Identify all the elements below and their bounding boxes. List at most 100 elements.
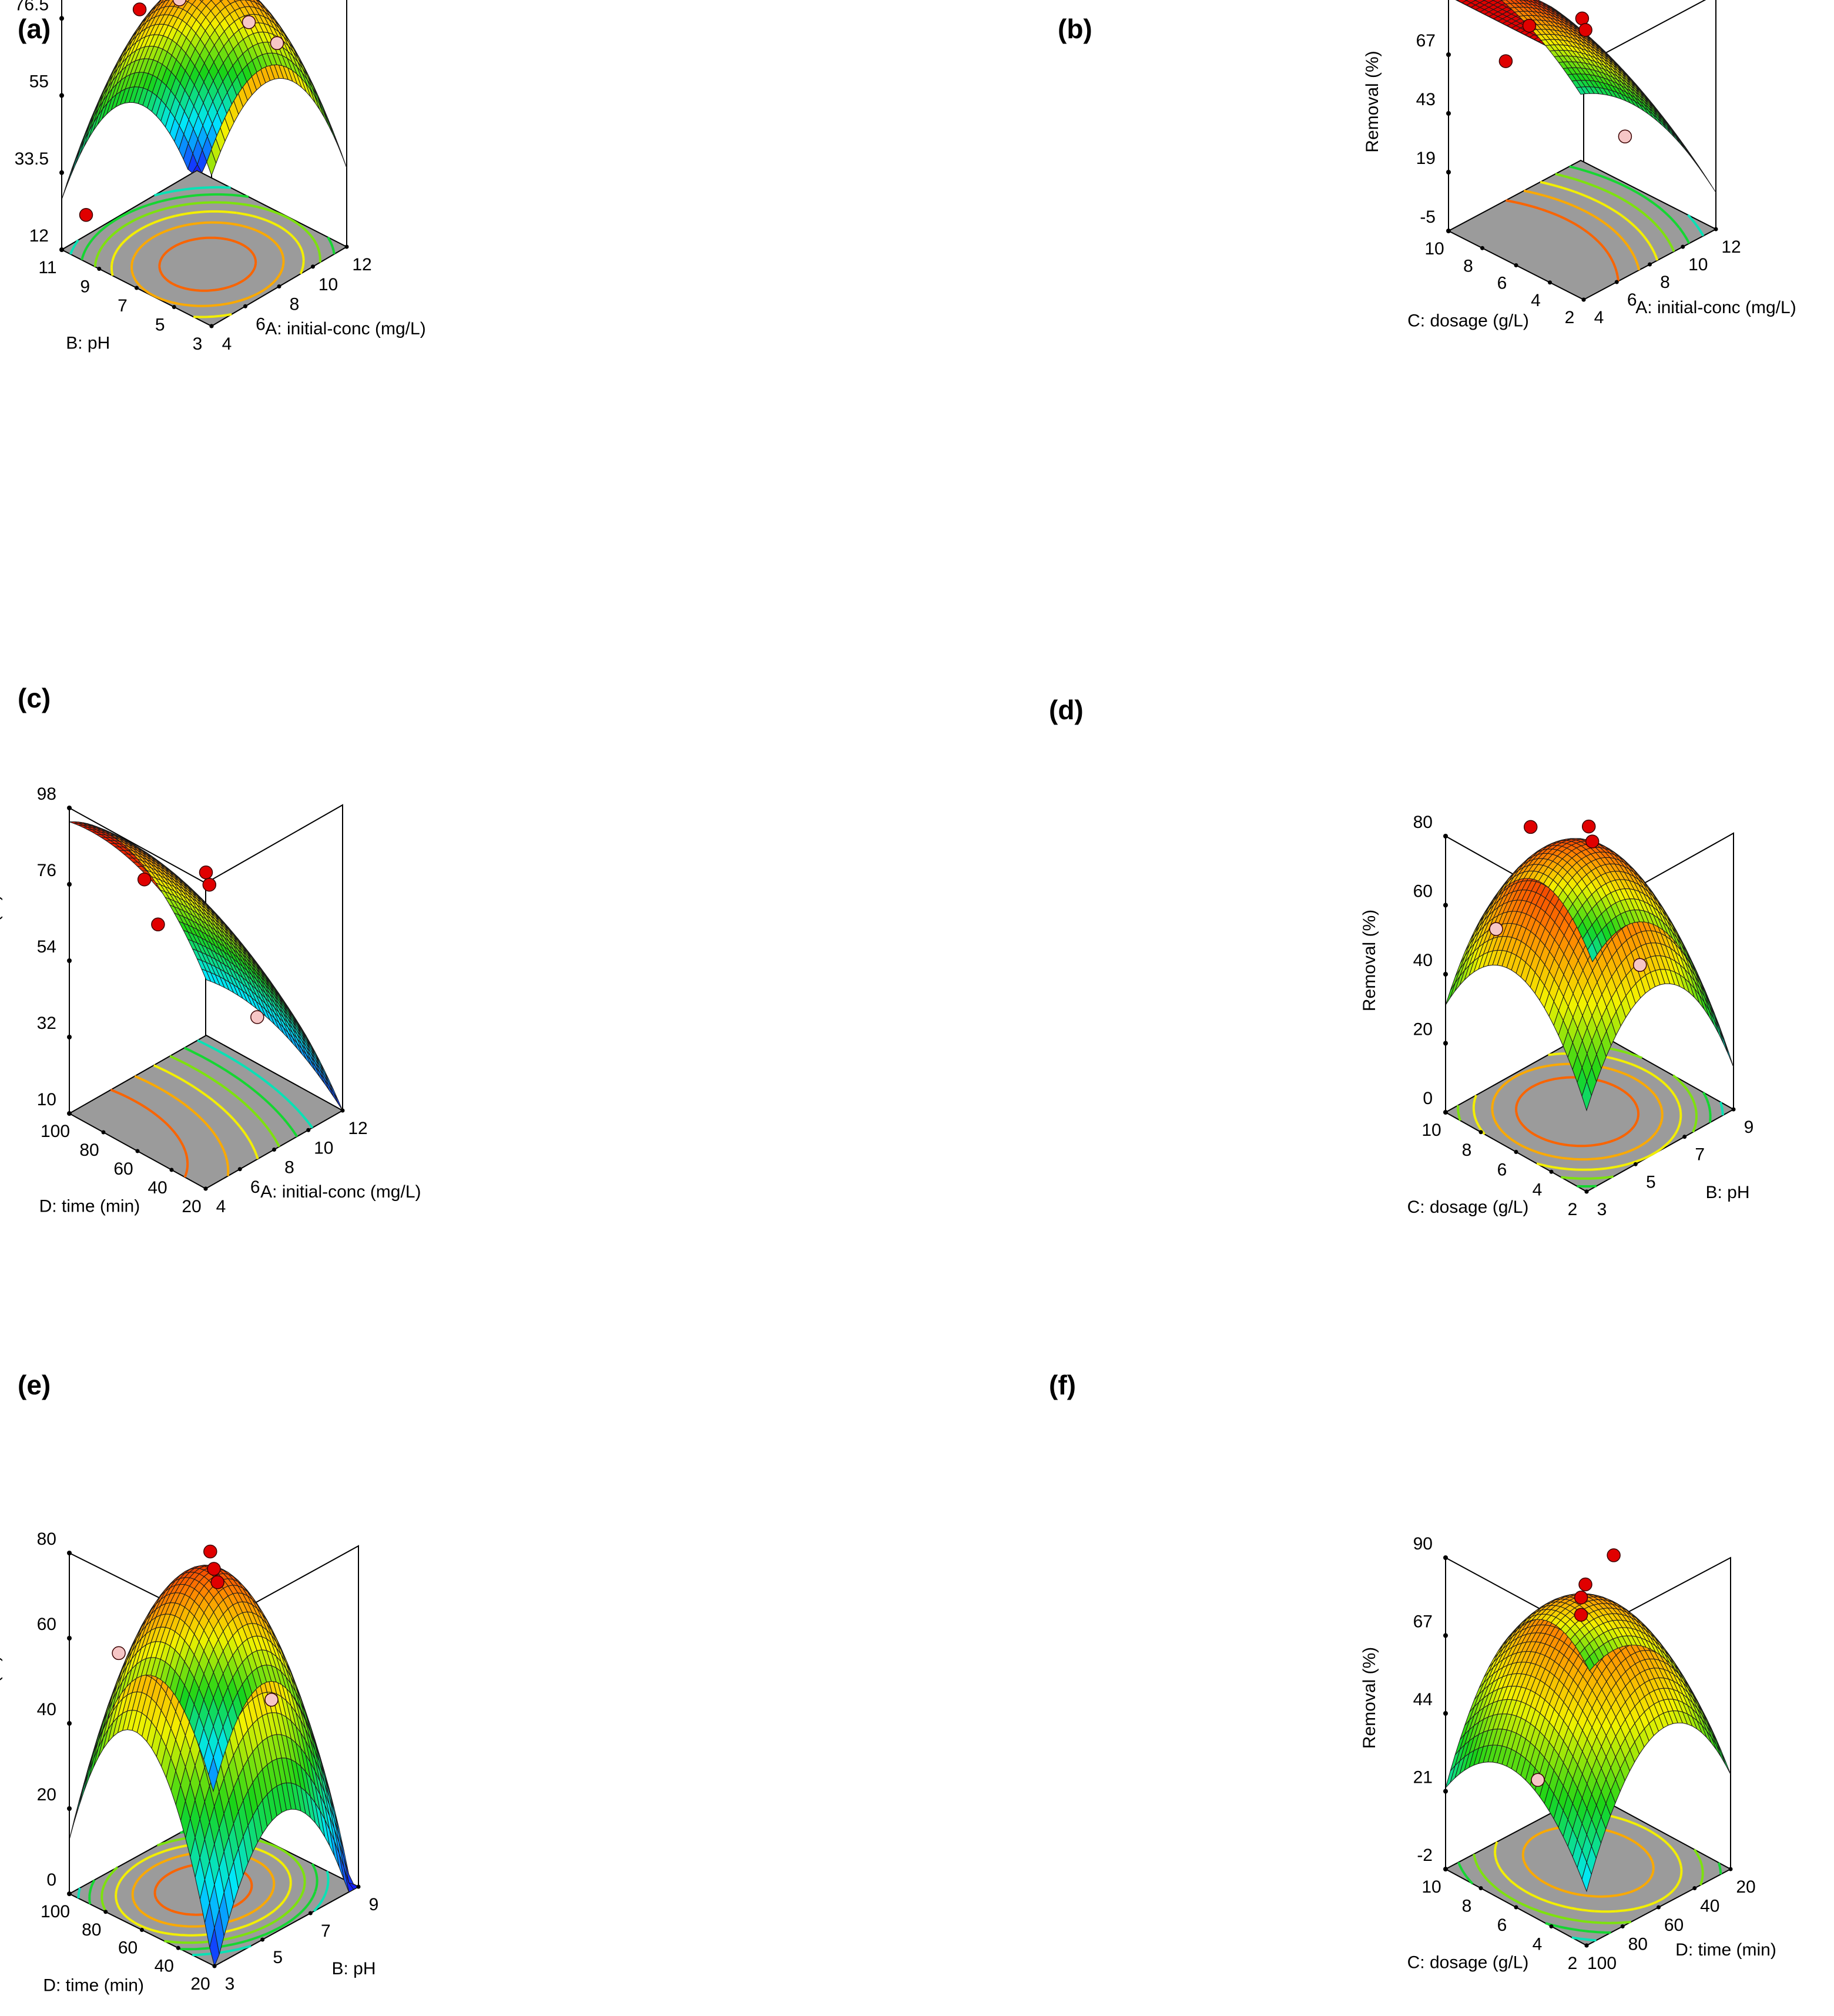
contour-line: [1540, 180, 1659, 261]
x-tick-label: 10: [1688, 255, 1708, 274]
surface-cell: [1483, 0, 1494, 3]
x-tick-label: 3: [225, 1974, 235, 1994]
z-tick-label: 67: [1416, 31, 1436, 51]
contour-line: [169, 1055, 280, 1148]
contour-line: [1591, 1029, 1724, 1116]
y-tick-mark: [1446, 229, 1451, 233]
x-tick-label: 8: [284, 1158, 294, 1178]
panel-label: (b): [1058, 14, 1092, 44]
response-surface: [1445, 1593, 1731, 1893]
z-tick-mark: [67, 1636, 72, 1641]
x-tick-label: 4: [222, 334, 232, 354]
y-tick-mark: [59, 247, 64, 252]
design-point: [207, 1562, 221, 1576]
z-tick-mark: [67, 1721, 72, 1726]
y-tick-label: 60: [118, 1938, 138, 1958]
panel-label: (d): [1049, 695, 1084, 725]
z-tick-mark: [59, 93, 64, 98]
z-tick-mark: [1443, 972, 1448, 977]
design-point: [1585, 834, 1600, 848]
x-tick-label: 12: [348, 1119, 367, 1138]
y-tick-mark: [1514, 1150, 1518, 1154]
y-tick-label: 4: [1531, 291, 1541, 310]
panel-e: (e) 80 60 40 20 0 Removal (%) 3 5 7 9 B: pH 100 80 60…: [0, 1343, 917, 2015]
design-point: [1632, 958, 1647, 972]
surface-cell: [1575, 86, 1586, 95]
y-tick-mark: [1584, 1189, 1589, 1194]
x-tick-mark: [1731, 1107, 1736, 1112]
design-point: [250, 1010, 264, 1024]
z-tick-mark: [67, 958, 72, 963]
y-tick-label: 80: [82, 1920, 101, 1940]
y-tick-label: 6: [1497, 1160, 1507, 1180]
surface-cell: [1474, 0, 1485, 4]
z-tick-mark: [67, 806, 72, 810]
x-tick-label: 9: [369, 1895, 379, 1914]
z-tick-label: 12: [29, 226, 49, 246]
x-axis-label: A: initial-conc (mg/L): [260, 1182, 421, 1202]
surface-cell: [1483, 0, 1486, 1]
y-tick-label: 100: [41, 1122, 70, 1141]
z-tick-label: 60: [37, 1615, 56, 1634]
y-tick-label: 2: [1568, 1200, 1578, 1219]
x-tick-mark: [243, 304, 247, 308]
y-tick-label: 100: [41, 1902, 70, 1921]
z-axis-label: Removal (%): [1360, 910, 1379, 1011]
design-point: [203, 1544, 217, 1559]
y-tick-label: 11: [38, 258, 56, 277]
x-tick-label: 10: [318, 275, 338, 294]
contour-line: [197, 1039, 314, 1129]
x-tick-label: 12: [1721, 237, 1741, 257]
x-axis-label: A: initial-conc (mg/L): [265, 319, 425, 338]
contour-line: [130, 221, 285, 307]
y-tick-mark: [1443, 1110, 1448, 1115]
contour-line: [1687, 214, 1705, 237]
x-tick-mark: [1714, 227, 1718, 232]
x-tick-label: 9: [1744, 1118, 1754, 1137]
x-axis-label: B: pH: [331, 1959, 375, 1978]
x-tick-label: 3: [1597, 1200, 1607, 1219]
y-tick-mark: [176, 1945, 180, 1950]
z-tick-label: -5: [1420, 207, 1436, 227]
z-tick-mark: [67, 882, 72, 887]
panel-label: (c): [18, 683, 51, 713]
x-tick-mark: [1682, 1135, 1687, 1139]
x-tick-mark: [277, 284, 281, 289]
x-tick-label: 4: [1594, 308, 1604, 327]
x-tick-label: 7: [1695, 1145, 1705, 1165]
y-tick-mark: [135, 1149, 140, 1153]
design-point: [1489, 922, 1503, 936]
panel-label: (e): [18, 1370, 51, 1400]
y-tick-mark: [103, 1910, 108, 1914]
floor-contours: [110, 1039, 314, 1178]
z-tick-mark: [1443, 1041, 1448, 1046]
z-tick-mark: [67, 1035, 72, 1039]
contour-line: [183, 1046, 299, 1138]
x-tick-label: 6: [1627, 290, 1637, 310]
contour-line: [115, 1841, 292, 1937]
panel-c: (c) 98 76 54 32 10 Removal (%) 4 6 8 10 12 A: initi…: [0, 672, 917, 1343]
x-tick-label: 10: [314, 1138, 333, 1158]
response-surface: [1445, 838, 1734, 1112]
y-tick-mark: [67, 1111, 72, 1116]
contour-line: [1523, 189, 1641, 271]
design-point: [1498, 54, 1513, 68]
z-tick-label: 55: [29, 72, 49, 92]
y-tick-label: 5: [155, 316, 165, 335]
z-tick-label: 20: [1413, 1020, 1433, 1039]
surface-cell: [1492, 0, 1503, 3]
surface-cell: [208, 1756, 219, 1793]
x-tick-mark: [311, 264, 315, 269]
y-axis-label: C: dosage (g/L): [1407, 311, 1529, 331]
y-tick-label: 10: [1421, 1121, 1441, 1140]
z-axis-label: Removal (%): [0, 894, 3, 996]
x-tick-label: 12: [352, 255, 371, 274]
z-tick-label: 40: [1413, 951, 1433, 970]
y-tick-label: 9: [80, 277, 90, 297]
z-tick-label: 54: [37, 937, 56, 957]
contour-line: [1506, 199, 1620, 281]
x-tick-label: 6: [256, 314, 266, 334]
